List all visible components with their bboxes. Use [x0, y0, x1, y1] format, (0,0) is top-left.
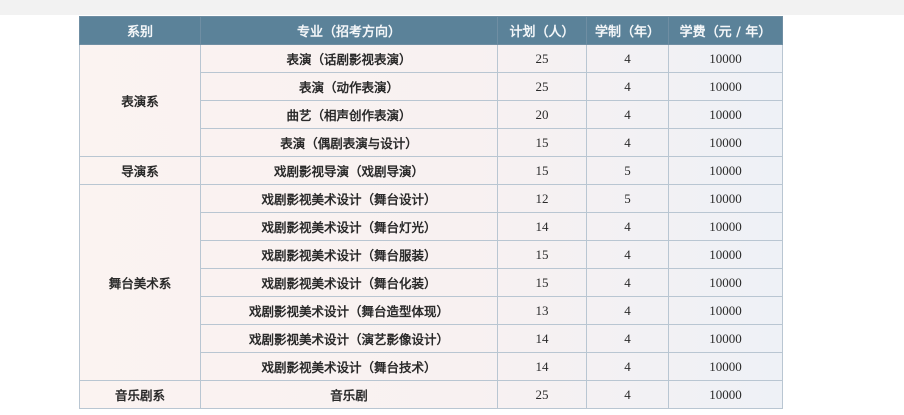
- admissions-table: 系别 专业（招考方向） 计划（人） 学制（年） 学费（元 / 年） 表演系 表演（…: [79, 16, 783, 409]
- fee-cell: 10000: [668, 44, 783, 73]
- fee-cell: 10000: [668, 296, 783, 325]
- department-cell: 音乐剧系: [79, 380, 201, 409]
- years-cell: 4: [586, 296, 669, 325]
- table-row: 曲艺（相声创作表演） 20 4 10000: [80, 100, 783, 129]
- table-row: 戏剧影视美术设计（舞台服装） 15 4 10000: [80, 240, 783, 269]
- major-cell: 戏剧影视导演（戏剧导演）: [200, 156, 498, 185]
- fee-cell: 10000: [668, 128, 783, 157]
- years-cell: 4: [586, 380, 669, 409]
- plan-cell: 14: [497, 324, 587, 353]
- plan-cell: 14: [497, 212, 587, 241]
- plan-cell: 15: [497, 268, 587, 297]
- table-row: 戏剧影视美术设计（舞台化装） 15 4 10000: [80, 268, 783, 297]
- major-cell: 戏剧影视美术设计（舞台设计）: [200, 184, 498, 213]
- table-row: 音乐剧系 音乐剧 25 4 10000: [79, 380, 783, 409]
- fee-cell: 10000: [668, 156, 783, 185]
- plan-cell: 15: [497, 156, 587, 185]
- table-row: 表演系 表演（话剧影视表演） 25 4 10000: [79, 44, 783, 157]
- department-cell: 舞台美术系: [79, 184, 201, 381]
- fee-cell: 10000: [668, 352, 783, 381]
- plan-cell: 14: [497, 352, 587, 381]
- years-cell: 4: [586, 100, 669, 129]
- years-cell: 4: [586, 324, 669, 353]
- plan-cell: 25: [497, 72, 587, 101]
- fee-cell: 10000: [668, 184, 783, 213]
- years-cell: 4: [586, 240, 669, 269]
- years-cell: 5: [586, 156, 669, 185]
- fee-cell: 10000: [668, 268, 783, 297]
- years-cell: 4: [586, 268, 669, 297]
- plan-cell: 15: [497, 240, 587, 269]
- major-cell: 表演（偶剧表演与设计）: [200, 128, 498, 157]
- major-cell: 戏剧影视美术设计（舞台服装）: [200, 240, 498, 269]
- fee-cell: 10000: [668, 72, 783, 101]
- top-bar: [0, 0, 904, 15]
- plan-cell: 12: [497, 184, 587, 213]
- major-cell: 戏剧影视美术设计（舞台技术）: [200, 352, 498, 381]
- plan-cell: 25: [497, 380, 587, 409]
- fee-cell: 10000: [668, 324, 783, 353]
- admissions-table-container: 系别 专业（招考方向） 计划（人） 学制（年） 学费（元 / 年） 表演系 表演（…: [79, 16, 783, 409]
- years-cell: 4: [586, 72, 669, 101]
- fee-cell: 10000: [668, 380, 783, 409]
- fee-cell: 10000: [668, 100, 783, 129]
- department-cell: 表演系: [79, 44, 201, 157]
- table-row: 舞台美术系 戏剧影视美术设计（舞台设计） 12 5 10000: [79, 184, 783, 381]
- major-cell: 表演（动作表演）: [200, 72, 498, 101]
- major-cell: 表演（话剧影视表演）: [200, 44, 498, 73]
- plan-cell: 15: [497, 128, 587, 157]
- table-row: 戏剧影视美术设计（舞台造型体现） 13 4 10000: [80, 296, 783, 325]
- table-row: 戏剧影视美术设计（舞台灯光） 14 4 10000: [80, 212, 783, 241]
- plan-cell: 20: [497, 100, 587, 129]
- major-cell: 戏剧影视美术设计（舞台灯光）: [200, 212, 498, 241]
- major-cell: 戏剧影视美术设计（舞台造型体现）: [200, 296, 498, 325]
- header-fee: 学费（元 / 年）: [668, 16, 783, 45]
- fee-cell: 10000: [668, 212, 783, 241]
- header-row: 系别 专业（招考方向） 计划（人） 学制（年） 学费（元 / 年）: [79, 16, 783, 45]
- major-cell: 曲艺（相声创作表演）: [200, 100, 498, 129]
- years-cell: 4: [586, 212, 669, 241]
- header-major: 专业（招考方向）: [200, 16, 498, 45]
- plan-cell: 13: [497, 296, 587, 325]
- table-body: 表演系 表演（话剧影视表演） 25 4 10000 表演（动作表演） 25 4 10000 曲艺（…: [79, 44, 783, 409]
- years-cell: 4: [586, 352, 669, 381]
- table-row: 导演系 戏剧影视导演（戏剧导演） 15 5 10000: [79, 156, 783, 185]
- header-department: 系别: [79, 16, 201, 45]
- years-cell: 4: [586, 128, 669, 157]
- fee-cell: 10000: [668, 240, 783, 269]
- years-cell: 5: [586, 184, 669, 213]
- years-cell: 4: [586, 44, 669, 73]
- plan-cell: 25: [497, 44, 587, 73]
- major-cell: 戏剧影视美术设计（演艺影像设计）: [200, 324, 498, 353]
- major-cell: 音乐剧: [200, 380, 498, 409]
- major-cell: 戏剧影视美术设计（舞台化装）: [200, 268, 498, 297]
- header-plan: 计划（人）: [497, 16, 587, 45]
- department-cell: 导演系: [79, 156, 201, 185]
- header-years: 学制（年）: [586, 16, 669, 45]
- table-row: 戏剧影视美术设计（演艺影像设计） 14 4 10000: [80, 324, 783, 353]
- table-row: 表演（偶剧表演与设计） 15 4 10000: [80, 128, 783, 157]
